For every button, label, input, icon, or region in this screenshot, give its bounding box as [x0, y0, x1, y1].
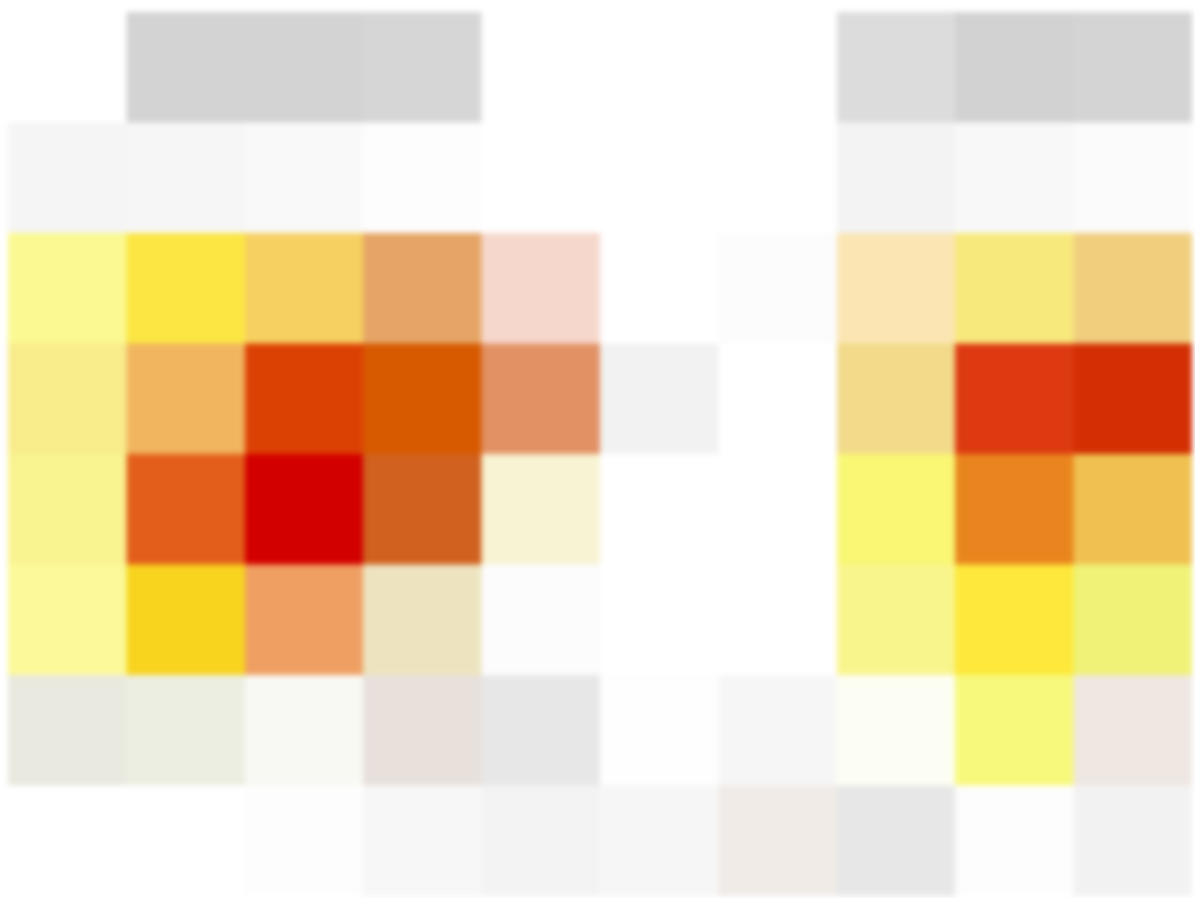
heatmap-cell-r2-c9 [1073, 233, 1192, 344]
heatmap-cell-r1-c4 [481, 122, 601, 234]
heatmap-cell-r4-c2 [244, 454, 364, 565]
heatmap-cell-r5-c9 [1073, 564, 1192, 676]
heatmap-cell-r4-c9 [1073, 454, 1192, 565]
heatmap-cell-r4-c0 [8, 454, 127, 565]
heatmap-cell-r5-c6 [718, 564, 838, 676]
heatmap-cell-r7-c4 [481, 785, 601, 896]
heatmap-cell-r7-c9 [1073, 785, 1192, 896]
heatmap-cell-r7-c5 [600, 785, 719, 896]
heatmap-cell-r6-c3 [363, 675, 483, 786]
heatmap-cell-r7-c3 [363, 785, 483, 896]
heatmap-cell-r7-c6 [718, 785, 838, 896]
heatmap-cell-r1-c6 [718, 122, 838, 234]
heatmap-cell-r2-c6 [718, 233, 838, 344]
heatmap-cell-r4-c8 [955, 454, 1075, 565]
heatmap-cell-r0-c5 [600, 12, 719, 123]
heatmap-cell-r2-c5 [600, 233, 719, 344]
heatmap-cell-r4-c4 [481, 454, 601, 565]
heatmap-cell-r7-c8 [955, 785, 1075, 896]
heatmap-cell-r6-c5 [600, 675, 719, 786]
heatmap-cell-r3-c9 [1073, 343, 1192, 455]
heatmap-cell-r0-c6 [718, 12, 838, 123]
heatmap-cell-r5-c4 [481, 564, 601, 676]
heatmap-cell-r1-c1 [126, 122, 246, 234]
heatmap-cell-r5-c8 [955, 564, 1075, 676]
heatmap-cell-r4-c7 [836, 454, 956, 565]
heatmap-cell-r4-c3 [363, 454, 483, 565]
heatmap-cell-r6-c6 [718, 675, 838, 786]
heatmap-cell-r3-c0 [8, 343, 127, 455]
heatmap-cell-r0-c7 [836, 12, 956, 123]
heatmap-cell-r0-c0 [8, 12, 127, 123]
heatmap-cell-r0-c4 [481, 12, 601, 123]
heatmap-cell-r6-c0 [8, 675, 127, 786]
heatmap-cell-r3-c3 [363, 343, 483, 455]
heatmap-cell-r5-c1 [126, 564, 246, 676]
heatmap-cell-r6-c4 [481, 675, 601, 786]
heatmap-cell-r5-c2 [244, 564, 364, 676]
heatmap-cell-r2-c4 [481, 233, 601, 344]
heatmap-cell-r2-c1 [126, 233, 246, 344]
heatmap-cell-r1-c0 [8, 122, 127, 234]
heatmap-cell-r1-c9 [1073, 122, 1192, 234]
heatmap-cell-r3-c8 [955, 343, 1075, 455]
heatmap-cell-r1-c7 [836, 122, 956, 234]
heatmap-cell-r0-c3 [363, 12, 483, 123]
heatmap-cell-r3-c7 [836, 343, 956, 455]
heatmap-cell-r0-c2 [244, 12, 364, 123]
heatmap-cell-r4-c6 [718, 454, 838, 565]
heatmap-cell-r1-c8 [955, 122, 1075, 234]
heatmap-cell-r7-c1 [126, 785, 246, 896]
heatmap-cell-r1-c5 [600, 122, 719, 234]
heatmap-cell-r6-c2 [244, 675, 364, 786]
heatmap-cell-r6-c7 [836, 675, 956, 786]
heatmap-cell-r1-c3 [363, 122, 483, 234]
heatmap-cell-r6-c8 [955, 675, 1075, 786]
heatmap-cell-r3-c6 [718, 343, 838, 455]
heatmap-cell-r7-c2 [244, 785, 364, 896]
heatmap-cell-r2-c7 [836, 233, 956, 344]
heatmap-grid [8, 12, 1192, 896]
heatmap-cell-r2-c0 [8, 233, 127, 344]
heatmap-cell-r3-c5 [600, 343, 719, 455]
heatmap-cell-r1-c2 [244, 122, 364, 234]
heatmap-cell-r2-c3 [363, 233, 483, 344]
heatmap-cell-r5-c3 [363, 564, 483, 676]
heatmap-cell-r3-c1 [126, 343, 246, 455]
heatmap-cell-r3-c2 [244, 343, 364, 455]
heatmap-cell-r5-c5 [600, 564, 719, 676]
heatmap-cell-r5-c7 [836, 564, 956, 676]
heatmap-cell-r6-c9 [1073, 675, 1192, 786]
heatmap-cell-r0-c9 [1073, 12, 1192, 123]
heatmap-cell-r7-c0 [8, 785, 127, 896]
heatmap-cell-r2-c2 [244, 233, 364, 344]
heatmap-cell-r0-c1 [126, 12, 246, 123]
heatmap-cell-r3-c4 [481, 343, 601, 455]
heatmap-cell-r4-c1 [126, 454, 246, 565]
heatmap-cell-r4-c5 [600, 454, 719, 565]
heatmap-cell-r5-c0 [8, 564, 127, 676]
heatmap-cell-r0-c8 [955, 12, 1075, 123]
heatmap-cell-r2-c8 [955, 233, 1075, 344]
heatmap-cell-r7-c7 [836, 785, 956, 896]
heatmap-cell-r6-c1 [126, 675, 246, 786]
